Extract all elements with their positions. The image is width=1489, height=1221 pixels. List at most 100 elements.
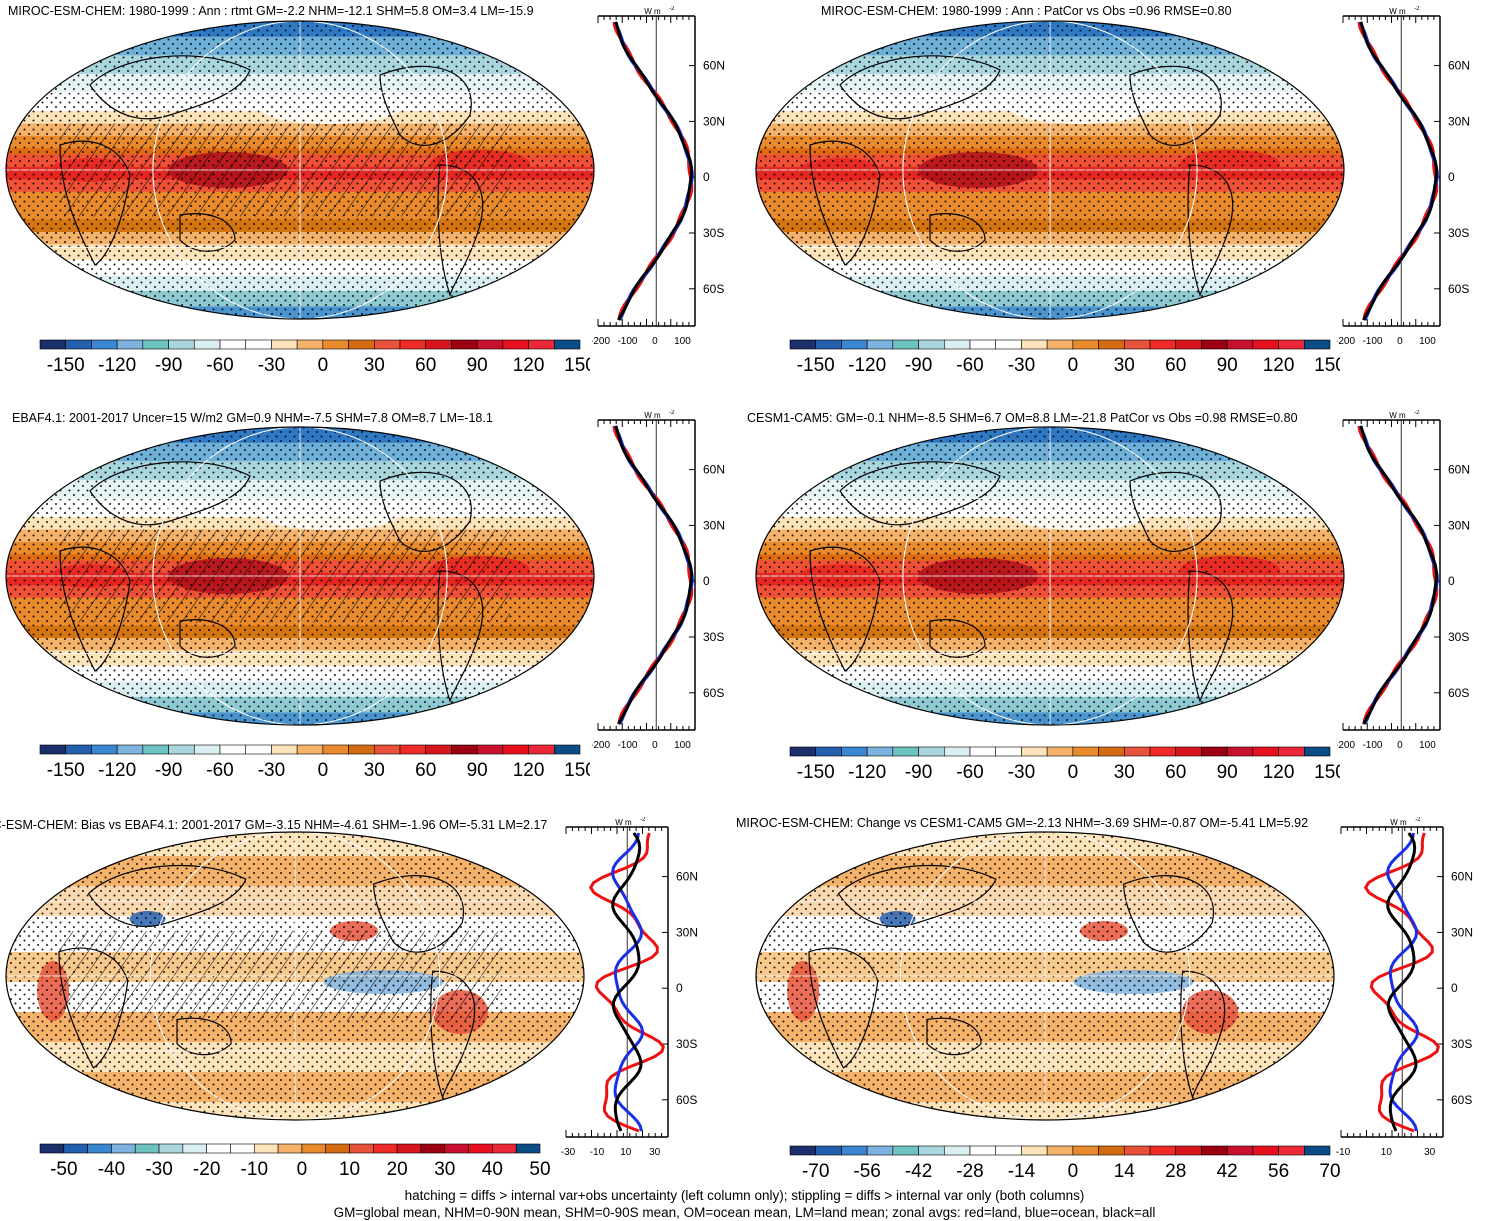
zonal-x-label: -100 — [1362, 336, 1382, 347]
panel-title: MIROC-ESM-CHEM: 1980-1999 : Ann : rtmt G… — [8, 4, 534, 18]
colorbar-tick-label: 28 — [1165, 1161, 1186, 1182]
colorbar-swatch — [1046, 339, 1074, 350]
zonal-x-label: 100 — [674, 740, 691, 751]
colorbar-swatch — [1303, 746, 1331, 757]
colorbar-tick-label: -30 — [1008, 762, 1035, 783]
colorbar-tick-label: 30 — [364, 355, 385, 376]
zonal-x-label: 0 — [1397, 740, 1403, 751]
colorbar-swatch — [373, 744, 401, 755]
zonal-mean-plot: W m -2 60N 30N 0 30S 60S -200 -100 0 100 — [1337, 6, 1470, 347]
colorbar-swatch — [271, 339, 298, 350]
zonal-lat-label: 30N — [703, 518, 725, 532]
colorbar-tick-label: 30 — [1114, 355, 1135, 376]
colorbar-swatch — [1175, 746, 1202, 757]
colorbar-tick-label: 90 — [1217, 762, 1238, 783]
colorbar-swatch — [142, 339, 169, 350]
colorbar-swatch — [1226, 746, 1254, 757]
zonal-unit-label: W m — [1390, 818, 1407, 827]
colorbar-swatch — [444, 1143, 469, 1154]
colorbar-swatch — [815, 1145, 842, 1156]
colorbar-swatch — [468, 1143, 493, 1154]
colorbar-tick-label: -120 — [848, 762, 886, 783]
colorbar-tick-label: 150 — [564, 760, 590, 781]
zonal-lat-label: 0 — [703, 170, 710, 184]
colorbar-swatch — [969, 339, 997, 350]
colorbar-tick-label: 42 — [1217, 1161, 1238, 1182]
colorbar: -150 -120 -90 -60 -30 0 30 60 90 120 150 — [39, 339, 590, 376]
zonal-lat-label: 60N — [703, 463, 725, 477]
zonal-x-label: -200 — [592, 740, 610, 751]
colorbar-tick-label: -10 — [241, 1159, 268, 1180]
world-map — [755, 20, 1345, 320]
zonal-lat-label: 60S — [703, 686, 724, 700]
colorbar: -70 -56 -42 -28 -14 0 14 28 42 56 70 — [789, 1145, 1340, 1182]
zonal-x-label: -100 — [617, 740, 637, 751]
colorbar-swatch — [296, 744, 324, 755]
colorbar-tick-label: -30 — [1008, 355, 1035, 376]
zonal-curve — [588, 832, 665, 1133]
colorbar-tick-label: 120 — [513, 355, 545, 376]
footnote-line-1: hatching = diffs > internal var+obs unce… — [404, 1188, 1085, 1203]
zonal-curve — [1358, 21, 1439, 321]
colorbar-tick-label: 120 — [513, 760, 545, 781]
colorbar-swatch — [296, 339, 324, 350]
colorbar-swatch — [1021, 339, 1048, 350]
zonal-unit-exponent: -2 — [669, 6, 675, 12]
zonal-lat-label: 30S — [676, 1037, 697, 1051]
zonal-mean-plot: W m -2 60N 30N 0 30S 60S -200 -100 0 100 — [592, 6, 725, 347]
zonal-curve — [610, 832, 645, 1132]
colorbar-tick-label: -50 — [50, 1159, 77, 1180]
colorbar-tick-label: -150 — [797, 355, 835, 376]
colorbar-swatch — [420, 1143, 446, 1154]
zonal-mean-plot: W m -2 60N 30N 0 30S 60S -200 -100 0 100 — [592, 410, 725, 751]
zonal-x-label: -10 — [1336, 1147, 1351, 1158]
zonal-x-label: -10 — [590, 1147, 605, 1158]
colorbar-tick-label: 0 — [297, 1159, 308, 1180]
zonal-lat-label: 30N — [1448, 518, 1470, 532]
zonal-lat-label: 0 — [676, 981, 683, 995]
colorbar-swatch — [528, 744, 555, 755]
colorbar-tick-label: -14 — [1008, 1161, 1036, 1182]
colorbar-swatch — [193, 339, 221, 350]
colorbar-swatch — [451, 339, 478, 350]
colorbar-tick-label: -70 — [802, 1161, 829, 1182]
colorbar-tick-label: 60 — [1165, 355, 1186, 376]
zonal-curve — [611, 832, 643, 1132]
colorbar-swatch — [245, 339, 272, 350]
colorbar-swatch — [245, 744, 272, 755]
zonal-lat-label: 60S — [1451, 1093, 1472, 1107]
colorbar: -150 -120 -90 -60 -30 0 30 60 90 120 150 — [789, 339, 1340, 376]
colorbar-swatch — [918, 1145, 945, 1156]
zonal-lat-label: 30N — [676, 925, 698, 939]
colorbar-swatch — [1149, 746, 1177, 757]
colorbar-tick-label: -150 — [47, 355, 85, 376]
colorbar-tick-label: -28 — [956, 1161, 983, 1182]
colorbar-swatch — [1123, 1145, 1151, 1156]
colorbar-swatch — [193, 744, 221, 755]
colorbar-swatch — [399, 339, 427, 350]
colorbar-swatch — [815, 339, 842, 350]
colorbar-swatch — [1226, 1145, 1254, 1156]
colorbar-swatch — [943, 746, 971, 757]
zonal-unit-label: W m — [615, 818, 632, 827]
panel-title: MIROC-ESM-CHEM: Change vs CESM1-CAM5 GM=… — [736, 816, 1309, 830]
colorbar-tick-label: 10 — [339, 1159, 360, 1180]
world-map — [5, 20, 595, 320]
zonal-lat-label: 30S — [1448, 630, 1469, 644]
colorbar-swatch — [230, 1143, 255, 1154]
panel-bias: MIROC-ESM-CHEM: Bias vs EBAF4.1: 2001-20… — [0, 812, 745, 1182]
colorbar-tick-label: -20 — [193, 1159, 220, 1180]
zonal-curve — [1359, 21, 1439, 321]
colorbar-tick-label: 120 — [1263, 762, 1295, 783]
zonal-curve — [612, 425, 694, 725]
zonal-curve — [1363, 832, 1440, 1133]
colorbar-swatch — [349, 1143, 374, 1154]
colorbar-tick-label: 60 — [1165, 762, 1186, 783]
colorbar-tick-label: 20 — [387, 1159, 408, 1180]
colorbar-tick-label: 30 — [364, 760, 385, 781]
colorbar-swatch — [892, 339, 919, 350]
colorbar: -150 -120 -90 -60 -30 0 30 60 90 120 150 — [39, 744, 590, 781]
world-map — [755, 831, 1335, 1121]
zonal-lat-label: 60N — [1451, 870, 1473, 884]
colorbar-swatch — [892, 746, 919, 757]
